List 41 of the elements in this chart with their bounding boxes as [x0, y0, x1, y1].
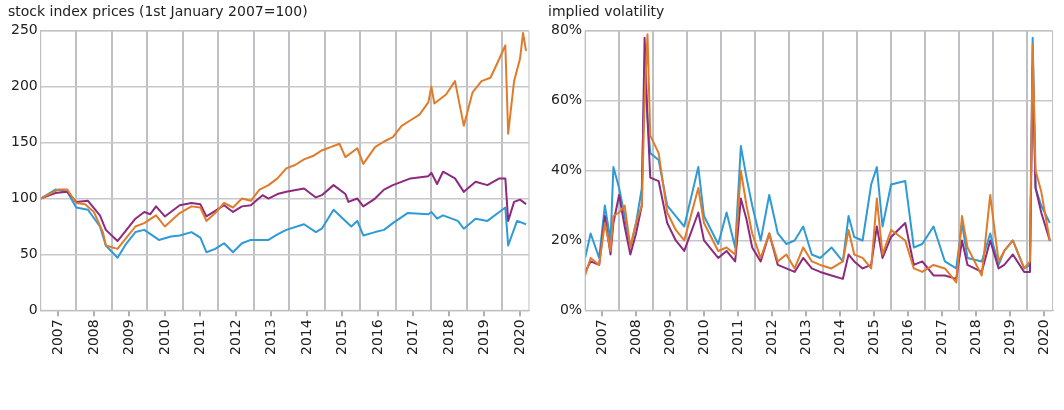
- y-tick-label: 60%: [550, 91, 583, 108]
- x-tick-label: 2008: [84, 319, 101, 356]
- x-tick-label: 2019: [1000, 319, 1017, 356]
- x-tick-label: 2018: [966, 319, 983, 356]
- x-tick-label: 2017: [932, 319, 949, 356]
- x-tick-label: 2016: [368, 319, 385, 356]
- x-tick-label: 2015: [333, 319, 350, 356]
- y-tick-label: 20%: [550, 231, 583, 248]
- x-tick-label: 2018: [439, 319, 456, 356]
- y-tick-label: 200: [10, 77, 38, 94]
- y-tick-label: 150: [10, 133, 38, 150]
- x-tick-label: 2012: [226, 319, 243, 356]
- y-tick-label: 50: [19, 245, 38, 262]
- chart-title: implied volatility: [548, 3, 665, 20]
- x-tick-label: 2009: [120, 319, 137, 356]
- x-tick-label: 2009: [660, 319, 677, 356]
- x-tick-label: 2010: [694, 319, 711, 356]
- y-tick-label: 40%: [550, 161, 583, 178]
- x-tick-label: 2007: [592, 319, 609, 356]
- x-tick-label: 2011: [728, 319, 745, 356]
- x-tick-label: 2013: [262, 319, 279, 356]
- x-tick-label: 2012: [762, 319, 779, 356]
- x-tick-label: 2013: [796, 319, 813, 356]
- x-tick-label: 2017: [404, 319, 421, 356]
- x-tick-label: 2011: [191, 319, 207, 356]
- y-tick-label: 0%: [559, 301, 583, 318]
- x-tick-label: 2020: [510, 319, 527, 356]
- x-tick-label: 2014: [297, 319, 314, 356]
- x-tick-label: 2020: [1034, 319, 1051, 356]
- x-tick-label: 2015: [864, 319, 881, 356]
- chart-title: stock index prices (1st January 2007=100): [8, 3, 308, 20]
- y-tick-label: 80%: [550, 21, 583, 38]
- y-tick-label: 0: [28, 301, 38, 318]
- x-tick-label: 2010: [155, 319, 172, 356]
- x-tick-label: 2016: [898, 319, 915, 356]
- y-tick-label: 250: [10, 21, 38, 38]
- x-tick-label: 2008: [626, 319, 643, 356]
- x-tick-label: 2007: [48, 319, 65, 356]
- y-tick-label: 100: [10, 189, 38, 206]
- x-tick-label: 2019: [475, 319, 492, 356]
- x-tick-label: 2014: [830, 319, 847, 356]
